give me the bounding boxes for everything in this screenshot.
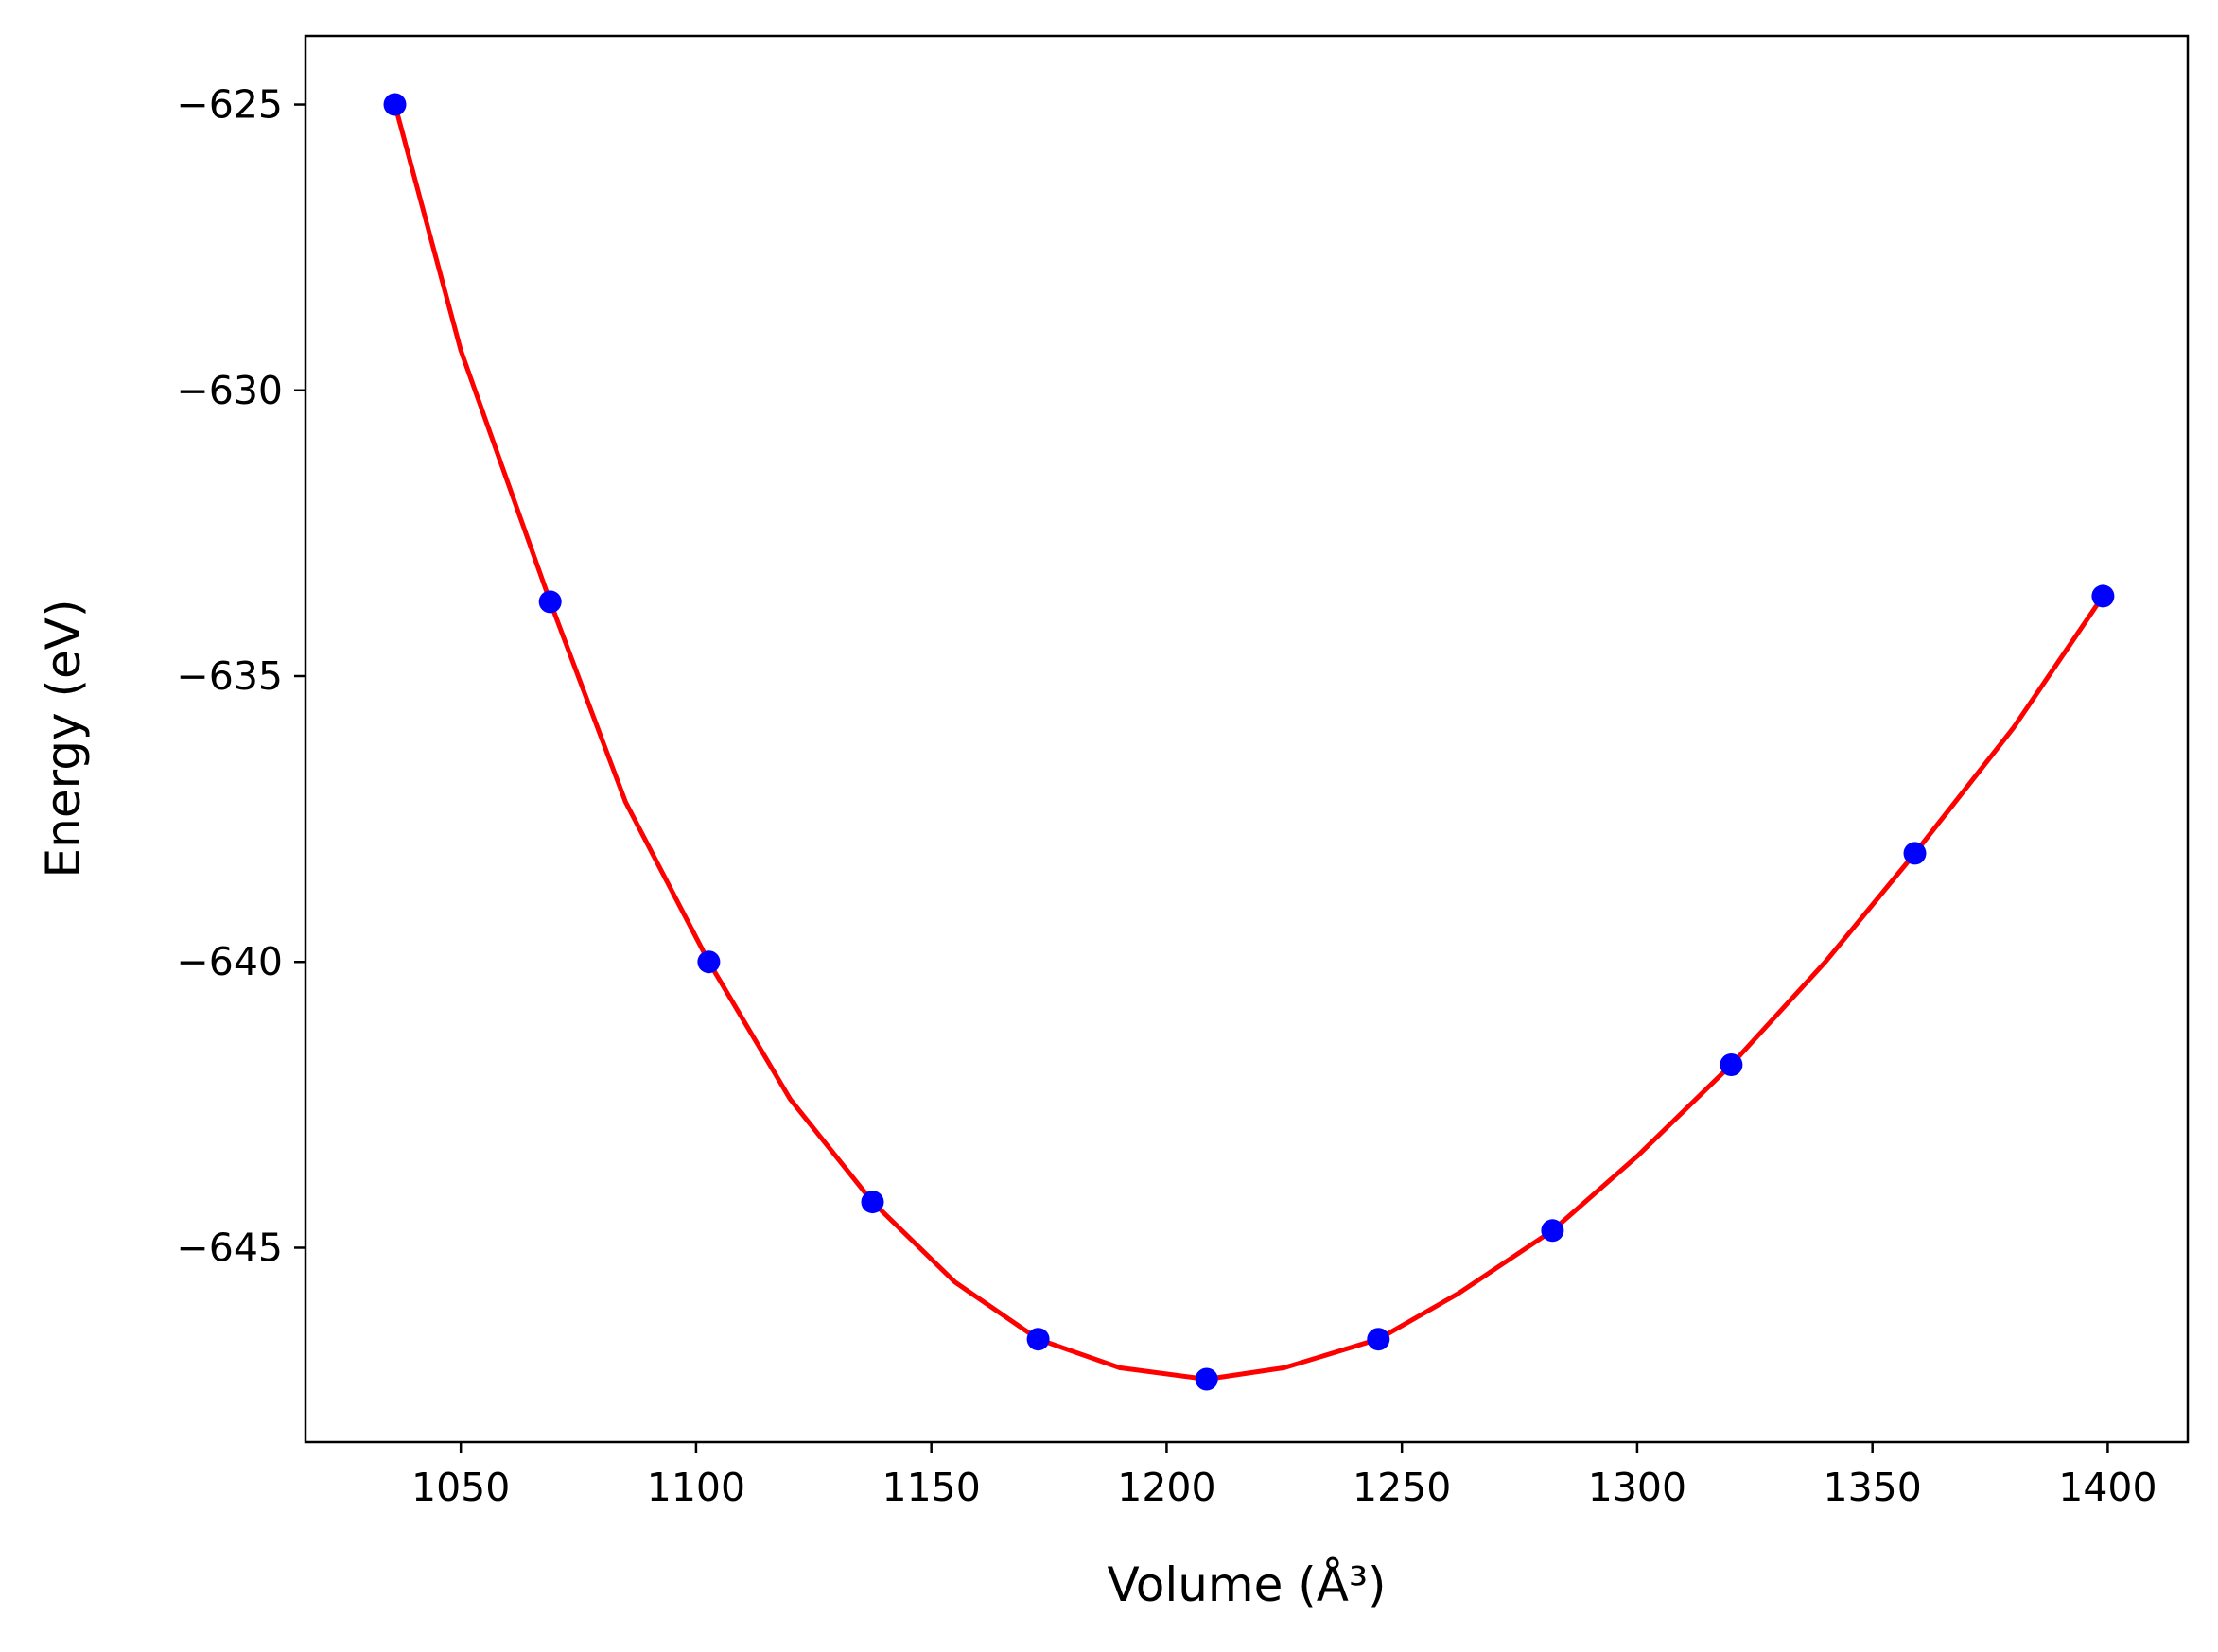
y-axis-ticks: −625 −630 −635 −640 −645 [176,82,306,1270]
y-tick-label: −645 [176,1225,283,1270]
data-point [2091,584,2115,608]
data-point [1541,1219,1564,1243]
y-axis-label: Energy (eV) [36,600,91,878]
data-point [538,590,562,614]
y-tick-label: −635 [176,653,283,699]
y-tick-label: −630 [176,368,283,413]
y-tick-label: −640 [176,939,283,984]
x-tick-label: 1400 [2058,1465,2157,1510]
x-tick-label: 1200 [1117,1465,1215,1510]
data-point [1903,842,1927,865]
data-point [1720,1053,1743,1076]
data-point [1195,1367,1218,1391]
x-axis-ticks: 1050 1100 1150 1200 1250 1300 1350 1400 [411,1442,2157,1510]
data-point [383,93,407,116]
x-tick-label: 1300 [1588,1465,1686,1510]
data-point [697,950,721,974]
plot-area [383,93,2115,1391]
y-tick-label: −625 [176,82,283,128]
data-point [861,1191,884,1214]
plot-frame [304,34,2190,1444]
x-tick-label: 1050 [411,1465,510,1510]
data-point [1026,1328,1050,1351]
x-tick-label: 1100 [647,1465,745,1510]
x-axis-label: Volume (Å³) [1107,1557,1386,1612]
x-tick-label: 1150 [882,1465,981,1510]
x-tick-label: 1350 [1824,1465,1922,1510]
data-point [1367,1328,1390,1351]
x-tick-label: 1250 [1353,1465,1451,1510]
